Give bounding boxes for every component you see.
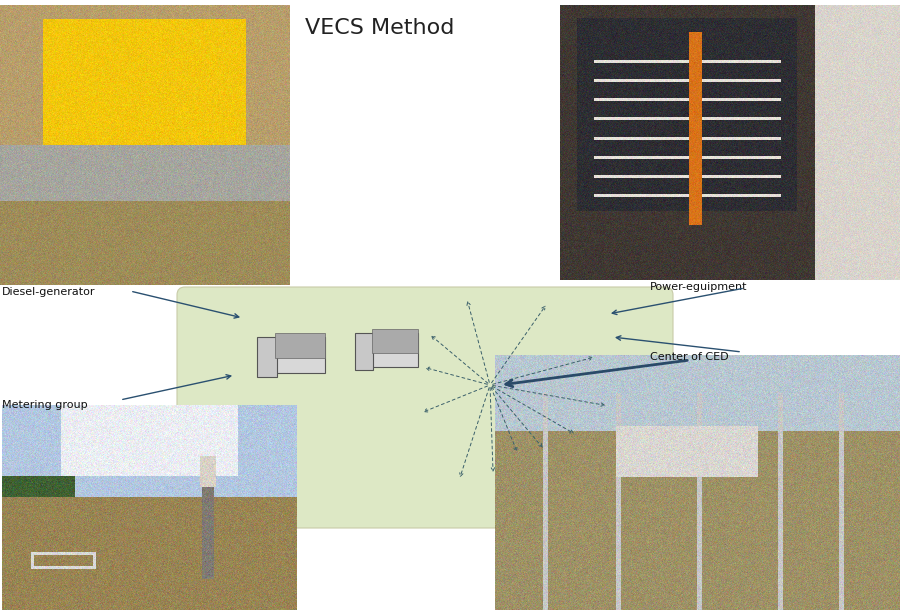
FancyBboxPatch shape	[355, 333, 374, 370]
FancyBboxPatch shape	[177, 287, 673, 528]
FancyBboxPatch shape	[257, 337, 277, 376]
Text: Diesel-generator: Diesel-generator	[2, 287, 95, 297]
Text: Metering group: Metering group	[2, 400, 87, 410]
Text: Center of CED: Center of CED	[650, 352, 729, 362]
FancyBboxPatch shape	[372, 333, 418, 367]
FancyBboxPatch shape	[372, 329, 418, 352]
FancyBboxPatch shape	[275, 333, 325, 358]
Text: VECS Method: VECS Method	[305, 18, 454, 38]
FancyBboxPatch shape	[275, 337, 325, 373]
Text: Power-eguipment: Power-eguipment	[650, 282, 748, 292]
